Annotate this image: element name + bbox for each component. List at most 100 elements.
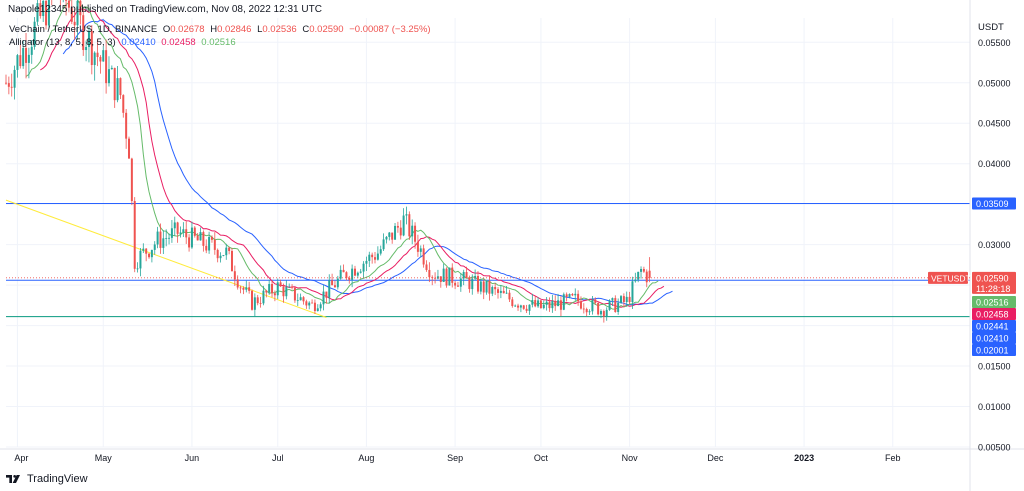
trend-line[interactable] xyxy=(5,199,327,318)
indicator-price-label: 0.02458 xyxy=(976,310,1009,320)
candle-body xyxy=(348,277,351,280)
candle-body xyxy=(428,269,431,278)
candle-body xyxy=(416,241,419,252)
candle-body xyxy=(27,54,30,63)
candle-body xyxy=(640,268,643,272)
candle-body xyxy=(99,57,102,62)
candle-body xyxy=(525,308,528,311)
candle-body xyxy=(534,300,537,307)
candle-body xyxy=(22,48,25,67)
candle-body xyxy=(133,201,136,269)
tradingview-logo-icon xyxy=(6,475,20,483)
symbol-legend: VeChain / TetherUS, 1D, BINANCE O0.02678… xyxy=(9,24,434,35)
candle-body xyxy=(448,267,451,286)
x-tick-label: Apr xyxy=(14,453,28,463)
candle-body xyxy=(130,158,133,202)
candle-body xyxy=(353,268,356,276)
candle-body xyxy=(150,249,153,258)
candle-body xyxy=(225,247,228,256)
candle-body xyxy=(514,305,517,307)
candle-body xyxy=(159,231,162,248)
candle-body xyxy=(622,296,625,303)
candle-body xyxy=(574,293,577,296)
candle-body xyxy=(271,284,274,294)
candle-body xyxy=(179,232,182,234)
candle-body xyxy=(139,250,142,269)
x-tick-label: Aug xyxy=(358,453,374,463)
candle-body xyxy=(122,95,125,113)
candle-body xyxy=(402,215,405,236)
candle-body xyxy=(119,78,122,96)
candle-body xyxy=(168,237,171,239)
candle-body xyxy=(594,299,597,303)
candle-body xyxy=(405,214,408,216)
symbol-name: VeChain / TetherUS, 1D, BINANCE xyxy=(9,24,158,35)
candle-body xyxy=(10,86,13,88)
candle-body xyxy=(620,296,623,303)
candle-body xyxy=(545,301,548,305)
candle-body xyxy=(388,232,391,237)
candle-body xyxy=(522,305,525,309)
symbol-tag-bg xyxy=(928,271,968,284)
candle-body xyxy=(193,227,196,236)
candle-body xyxy=(365,260,368,264)
low-label: L xyxy=(257,24,263,35)
candle-body xyxy=(90,30,93,66)
x-tick-label: May xyxy=(95,453,113,463)
candle-body xyxy=(42,0,45,17)
candle-body xyxy=(67,0,70,8)
candle-body xyxy=(519,305,522,308)
high-value: 0.02846 xyxy=(217,24,252,35)
candle-body xyxy=(239,287,242,289)
low-value: 0.02536 xyxy=(262,24,297,35)
footer-brand[interactable]: TradingView xyxy=(6,473,88,485)
candle-body xyxy=(537,300,540,307)
candle-body xyxy=(165,238,168,239)
candle-body xyxy=(202,232,205,246)
candle-body xyxy=(185,229,188,238)
bar-countdown-label: 11:28:18 xyxy=(976,284,1010,294)
candle-body xyxy=(411,225,414,237)
candle-body xyxy=(605,309,608,317)
candle-body xyxy=(222,255,225,256)
indicator-price-label-bg xyxy=(972,332,1016,344)
candle-body xyxy=(368,254,371,261)
candle-body xyxy=(339,269,342,279)
candle-body xyxy=(608,300,611,310)
candle-body xyxy=(376,253,379,260)
x-tick-label: Jun xyxy=(185,453,200,463)
candle-body xyxy=(162,238,165,248)
candle-body xyxy=(13,69,16,88)
candle-body xyxy=(145,248,148,254)
candle-body xyxy=(391,232,394,240)
candle-body xyxy=(479,281,482,292)
candle-body xyxy=(253,297,256,310)
candle-body xyxy=(170,228,173,238)
candle-body xyxy=(79,0,82,16)
candle-body xyxy=(611,298,614,301)
candle-body xyxy=(497,289,500,293)
candle-body xyxy=(488,281,491,294)
candle-body xyxy=(36,3,39,22)
candle-body xyxy=(293,287,296,301)
indicator-price-label: 0.02441 xyxy=(976,322,1009,332)
candle-body xyxy=(637,271,640,280)
candle-body xyxy=(110,67,113,70)
y-tick-label: 0.03000 xyxy=(978,240,1011,250)
candle-body xyxy=(396,225,399,228)
x-tick-label: Oct xyxy=(534,453,549,463)
candle-body xyxy=(213,239,216,250)
candle-body xyxy=(382,239,385,250)
candle-body xyxy=(502,290,505,294)
candle-body xyxy=(379,249,382,254)
candle-body xyxy=(482,281,485,293)
candle-body xyxy=(268,284,271,293)
candle-body xyxy=(233,271,236,280)
candle-body xyxy=(25,48,28,63)
candle-body xyxy=(399,227,402,236)
candle-body xyxy=(105,50,108,84)
hline-price-label: 0.03509 xyxy=(976,199,1009,209)
candle-body xyxy=(528,304,531,311)
